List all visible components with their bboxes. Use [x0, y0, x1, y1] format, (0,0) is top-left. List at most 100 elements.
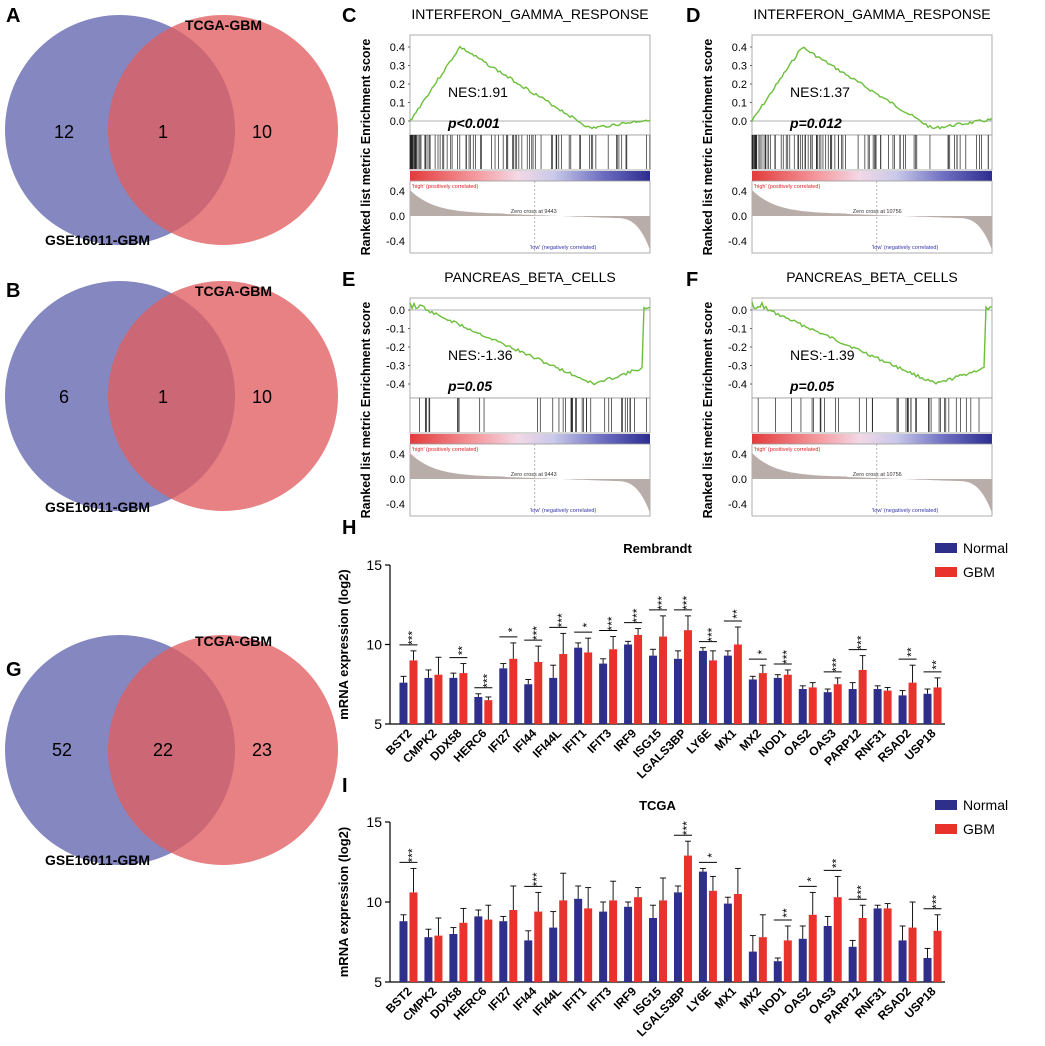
legend-label-normal: Normal — [963, 540, 1008, 556]
bar-normal-parp12 — [848, 689, 857, 724]
bar-normal-rnf31 — [873, 689, 882, 724]
gsea-low-label: 'low' (negatively correlated) — [530, 245, 596, 251]
legend-label-normal: Normal — [963, 797, 1008, 813]
gsea-es-frame — [409, 34, 651, 136]
bar-normal-ddx58 — [449, 934, 458, 982]
bar-gbm-ifit1 — [584, 652, 593, 724]
gsea-metric-tick: -0.4 — [728, 236, 747, 248]
bar-normal-ifi27 — [499, 668, 508, 724]
bar-normal-mx2 — [748, 951, 757, 982]
gsea-metric-tick: 0.4 — [390, 449, 405, 461]
bar-gbm-mx2 — [758, 937, 767, 982]
gsea-metric-tick: 0.0 — [732, 211, 747, 223]
gsea-high-label: 'high' (positively correlated) — [412, 447, 478, 453]
gsea-p-label: p<0.001 — [447, 115, 500, 131]
bar-gbm-cmpk2 — [434, 674, 443, 724]
significance-stars: *** — [655, 596, 669, 610]
significance-stars: *** — [405, 848, 419, 862]
y-tick-label: 5 — [374, 716, 382, 732]
venn-label-gse16011: GSE16011-GBM — [45, 232, 150, 248]
venn-label-tcga: TCGA-GBM — [195, 633, 272, 649]
panel-letter-g: G — [6, 659, 22, 681]
gsea-es-tick: 0.4 — [732, 42, 747, 54]
panel-letter-f: F — [686, 269, 698, 291]
significance-stars: *** — [630, 608, 644, 622]
legend-swatch-gbm — [935, 824, 957, 834]
panel-letter-d: D — [686, 5, 700, 27]
gsea-p-label: p=0.05 — [789, 378, 834, 394]
venn-diagram-b: TCGA-GBM GSE16011-GBM 6 1 10 — [5, 281, 338, 515]
significance-stars: *** — [855, 885, 869, 899]
gsea-panel-0: INTERFERON_GAMMA_RESPONSE Ranked list met… — [359, 6, 651, 255]
venn-diagram-a: TCGA-GBM GSE16011-GBM 12 1 10 — [5, 15, 338, 248]
gsea-title: PANCREAS_BETA_CELLS — [786, 269, 957, 285]
gsea-es-tick: -0.2 — [728, 342, 747, 354]
gsea-high-label: 'high' (positively correlated) — [754, 184, 820, 190]
bar-normal-mx2 — [748, 679, 757, 724]
gsea-es-tick: 0.1 — [732, 98, 747, 110]
bar-normal-mx1 — [723, 903, 732, 982]
gsea-ylabel: Ranked list metric Enrichment score — [701, 302, 715, 519]
gsea-low-label: 'low' (negatively correlated) — [530, 508, 596, 514]
gsea-panel-3: PANCREAS_BETA_CELLS Ranked list metric En… — [701, 269, 993, 519]
x-tick-label: MX1 — [712, 726, 740, 754]
gsea-es-tick: -0.4 — [728, 379, 747, 391]
significance-stars: * — [755, 650, 769, 655]
bar-gbm-ifi27 — [509, 910, 518, 982]
x-tick-label: IFI27 — [485, 726, 514, 755]
gsea-ylabel: Ranked list metric Enrichment score — [359, 302, 373, 519]
bar-gbm-rnf31 — [883, 690, 892, 724]
bar-gbm-ifi44 — [534, 661, 543, 724]
legend-label-gbm: GBM — [963, 821, 995, 837]
gsea-metric-tick: 0.4 — [732, 186, 747, 198]
gsea-title: INTERFERON_GAMMA_RESPONSE — [411, 6, 648, 22]
significance-stars: *** — [605, 616, 619, 630]
x-tick-label: NOD1 — [755, 984, 789, 1018]
bar-gbm-herc6 — [484, 919, 493, 982]
gsea-title: PANCREAS_BETA_CELLS — [444, 269, 615, 285]
gsea-metric-tick: 0.0 — [390, 211, 405, 223]
significance-stars: *** — [555, 613, 569, 627]
gsea-es-curve — [751, 300, 992, 385]
gsea-es-tick: -0.2 — [386, 342, 405, 354]
x-tick-label: LY6E — [684, 726, 714, 756]
gsea-nes-label: NES:-1.39 — [790, 347, 855, 363]
gsea-panels: INTERFERON_GAMMA_RESPONSE Ranked list met… — [359, 6, 993, 519]
legend-swatch-normal — [935, 543, 957, 553]
bar-normal-herc6 — [474, 696, 483, 724]
bar-normal-lgals3bp — [673, 658, 682, 724]
x-tick-label: IFI27 — [485, 984, 514, 1013]
bar-normal-oas3 — [823, 926, 832, 982]
x-tick-label: IFIT3 — [585, 984, 615, 1014]
bar-normal-usp18 — [923, 958, 932, 982]
bar-gbm-ifit1 — [584, 908, 593, 982]
bar-normal-oas3 — [823, 692, 832, 724]
significance-stars: ** — [730, 609, 744, 619]
bar-normal-herc6 — [474, 916, 483, 982]
significance-stars: *** — [680, 821, 694, 835]
bar-gbm-ddx58 — [459, 673, 468, 724]
gsea-es-tick: 0.0 — [390, 305, 405, 317]
gsea-es-tick: 0.0 — [732, 305, 747, 317]
bar-normal-ifi44l — [549, 677, 558, 724]
significance-stars: * — [705, 853, 719, 858]
gsea-hit-frame — [409, 134, 651, 171]
chart-title: TCGA — [639, 798, 676, 813]
bar-gbm-nod1 — [783, 674, 792, 724]
gsea-es-tick: 0.3 — [390, 61, 405, 73]
bar-gbm-irf9 — [634, 634, 643, 724]
bar-normal-nod1 — [773, 961, 782, 982]
significance-stars: *** — [530, 872, 544, 886]
venn-count-right: 10 — [252, 122, 272, 142]
y-tick-label: 5 — [374, 974, 382, 990]
gsea-ylabel: Ranked list metric Enrichment score — [701, 39, 715, 256]
gsea-es-tick: 0.4 — [390, 42, 405, 54]
bar-normal-oas2 — [798, 689, 807, 724]
bar-gbm-isg15 — [659, 636, 668, 724]
gsea-metric-area — [752, 453, 992, 513]
significance-stars: * — [505, 627, 519, 632]
gsea-es-tick: -0.3 — [386, 361, 405, 373]
